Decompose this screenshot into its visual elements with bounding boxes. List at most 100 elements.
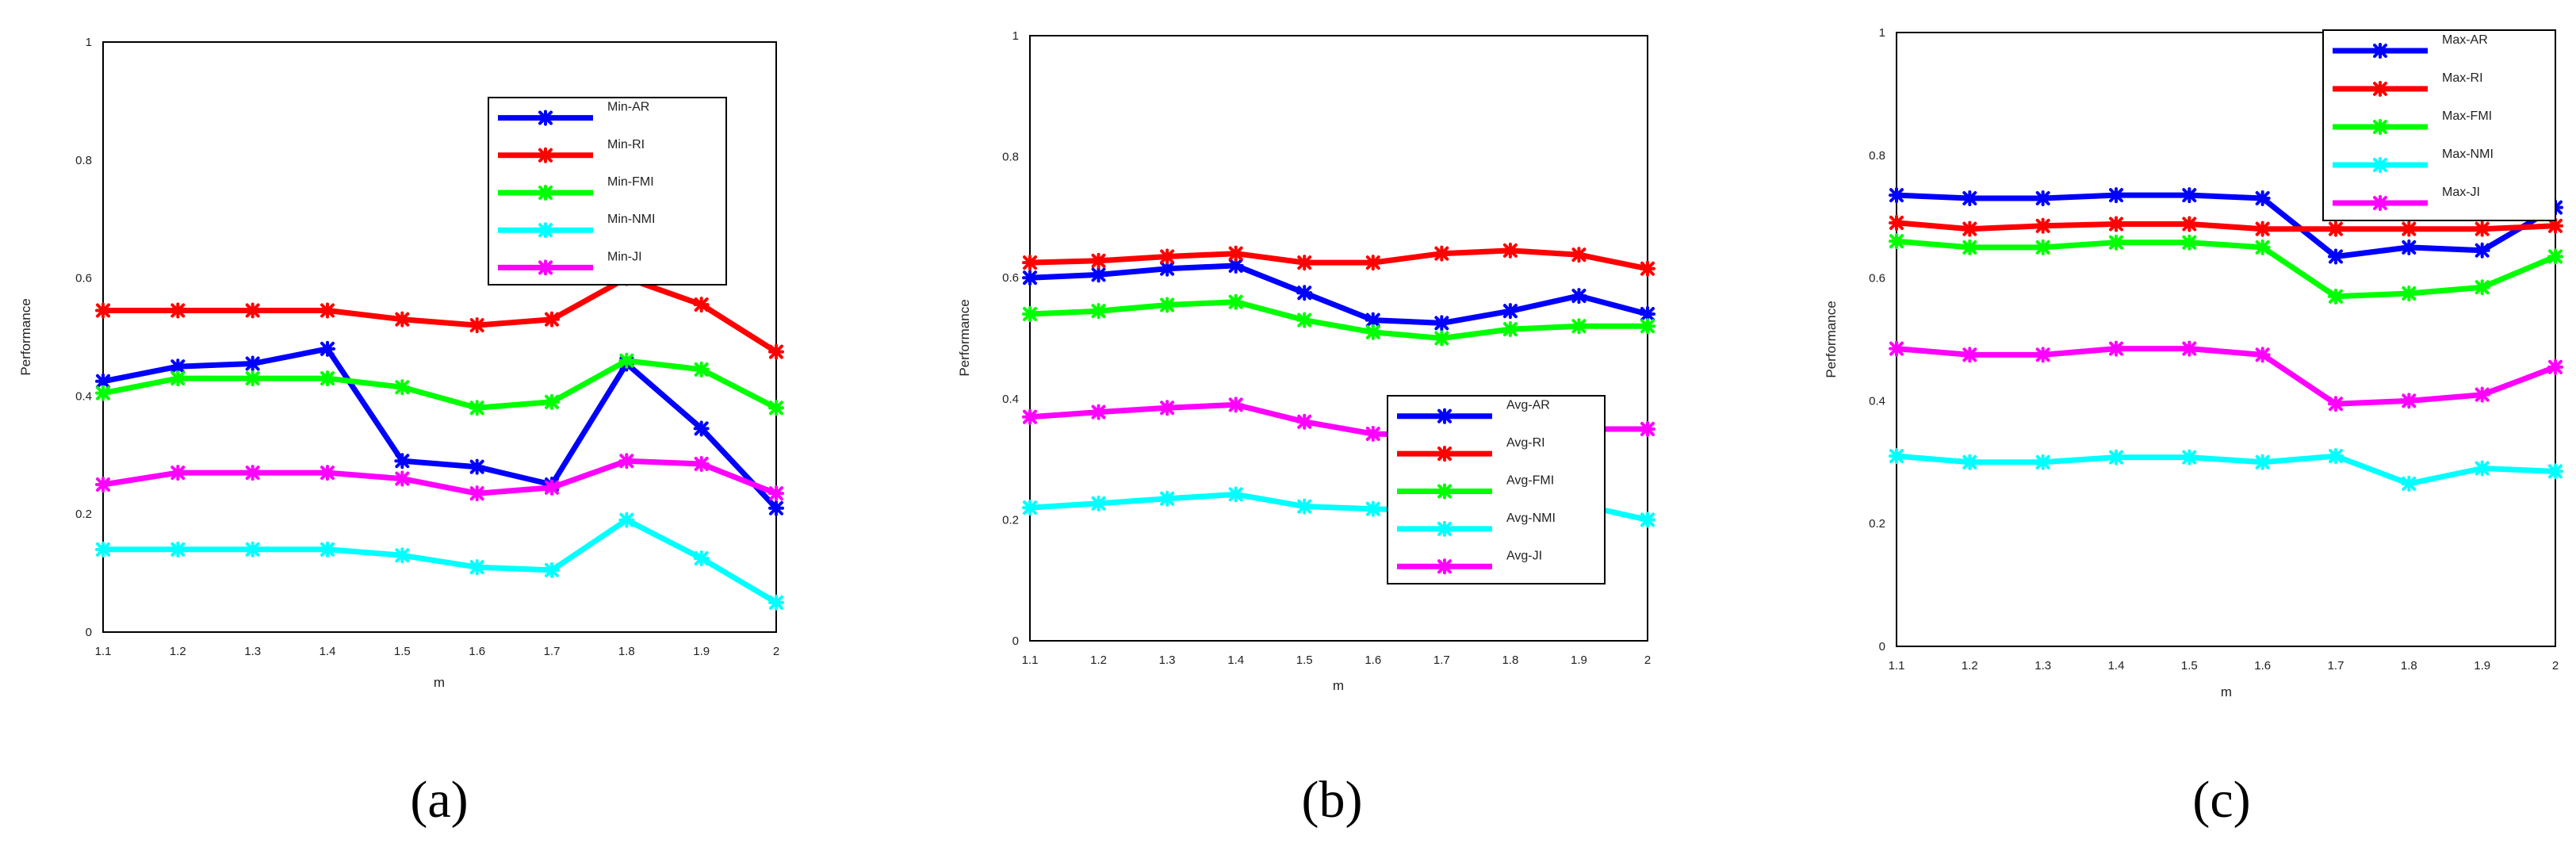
data-point-min-ri (544, 311, 560, 328)
data-point-avg-fmi (1227, 293, 1244, 310)
legend-entry-max-nmi: Max-NMI (2333, 148, 2494, 173)
data-point-min-fmi (320, 370, 335, 387)
data-point-min-ri (244, 302, 261, 319)
data-point-avg-ri (1022, 255, 1038, 271)
data-point-avg-fmi (1433, 330, 1450, 347)
y-tick-label: 0.6 (1869, 272, 1885, 286)
series-avg-ri (1022, 242, 1655, 277)
legend-marker (538, 109, 553, 126)
x-tick-labels-a: 1.1 1.2 1.3 1.4 1.5 1.6 1.7 1.8 1.9 2 (95, 645, 780, 658)
legend-b: Avg-AR Avg-RI Avg-FMI Avg-NMI Avg-JI (1387, 395, 1606, 584)
data-point-max-nmi (2401, 475, 2417, 492)
data-point-avg-ar (1022, 270, 1038, 286)
data-point-avg-ar (1296, 285, 1313, 301)
x-tick-label: 1.7 (2328, 659, 2344, 673)
chart-panel-a: 00.20.40.60.81 1.1 1.2 1.3 1.4 1.5 1.6 1.7 1.8 1… (18, 36, 784, 829)
legend-label: Max-FMI (2442, 109, 2492, 123)
series-line-max-nmi (1893, 453, 2559, 487)
y-tick-label: 1 (1879, 26, 1885, 40)
series-line-min-nmi (100, 517, 779, 606)
legend-entry-min-fmi: Min-FMI (498, 175, 654, 201)
data-point-avg-nmi (1227, 486, 1244, 503)
y-tick-label: 0.4 (1869, 394, 1885, 408)
data-point-max-ri (2181, 216, 2198, 232)
data-point-max-nmi (2034, 454, 2051, 470)
y-tick-label: 0 (86, 626, 92, 639)
x-tick-label: 1.6 (469, 645, 485, 658)
legend-marker (2372, 81, 2388, 97)
data-point-max-ar (2108, 187, 2124, 204)
xlabel-b: m (1333, 678, 1344, 693)
series-max-ji (1889, 340, 2563, 412)
legend-entry-avg-ar: Avg-AR (1397, 399, 1550, 424)
legend-entries-b: Avg-AR Avg-RI Avg-FMI Avg-NMI Avg-JI (1397, 399, 1556, 575)
series-min-ji (95, 453, 784, 502)
data-point-min-ri (394, 311, 411, 328)
data-point-avg-nmi (1159, 490, 1176, 507)
data-point-avg-ji (1227, 397, 1244, 413)
y-tick-label: 0.2 (1002, 513, 1019, 527)
data-point-avg-fmi (1022, 305, 1038, 322)
legend-entries-c: Max-AR Max-RI Max-FMI Max-NMI Max-JI (2333, 33, 2494, 211)
data-point-max-ji (2034, 347, 2051, 363)
x-tick-label: 1.6 (2254, 659, 2271, 673)
data-point-max-ar (2328, 248, 2344, 265)
y-tick-label: 0.4 (75, 389, 92, 403)
data-point-max-ar (1962, 190, 1978, 206)
data-point-min-ji (244, 465, 261, 481)
data-point-avg-ri (1640, 260, 1655, 277)
y-tick-label: 0.2 (75, 508, 92, 521)
legend-entry-max-ri: Max-RI (2333, 71, 2483, 97)
legend-label: Avg-RI (1506, 436, 1545, 450)
x-tick-label: 1.8 (618, 645, 635, 658)
data-point-min-nmi (618, 512, 635, 528)
legend-entry-max-ar: Max-AR (2333, 33, 2488, 59)
data-point-max-fmi (2547, 248, 2563, 265)
xlabel-c: m (2221, 684, 2232, 699)
x-tick-label: 1.3 (1159, 653, 1176, 667)
data-point-min-fmi (618, 352, 635, 369)
series-line-max-ri (1893, 220, 2559, 232)
data-point-min-fmi (544, 393, 560, 410)
legend-marker (1437, 558, 1453, 575)
data-point-avg-nmi (1022, 500, 1038, 516)
legend-label: Max-JI (2442, 186, 2480, 199)
x-tick-label: 1.3 (2034, 659, 2051, 673)
x-tick-labels-b: 1.1 1.2 1.3 1.4 1.5 1.6 1.7 1.8 1.9 2 (1022, 653, 1652, 667)
data-point-min-ji (320, 465, 335, 481)
data-point-min-nmi (394, 547, 411, 564)
data-point-max-ri (2254, 220, 2271, 237)
ylabel-c: Performance (1824, 301, 1839, 378)
data-point-max-ar (2401, 239, 2417, 255)
legend-entry-min-ar: Min-AR (498, 101, 649, 126)
y-tick-label: 0.8 (75, 154, 92, 167)
data-point-avg-ri (1296, 255, 1313, 271)
legend-marker (2372, 157, 2388, 173)
series-line-max-ar (1893, 192, 2559, 259)
data-point-min-ji (95, 477, 111, 492)
data-point-max-fmi (2474, 279, 2490, 296)
data-point-min-ji (544, 479, 560, 496)
data-point-avg-nmi (1296, 498, 1313, 515)
data-point-max-nmi (2547, 463, 2563, 480)
data-point-min-ri (768, 343, 784, 360)
data-point-max-ar (2181, 187, 2198, 204)
data-point-min-ri (693, 297, 710, 313)
y-tick-label: 1 (1012, 29, 1019, 43)
legend-entry-min-ji: Min-JI (498, 250, 642, 276)
data-point-avg-fmi (1296, 312, 1313, 328)
legend-marker (1437, 446, 1453, 462)
data-point-max-ri (2547, 217, 2563, 234)
series-line-avg-ri (1027, 247, 1651, 272)
x-tick-label: 1.1 (95, 645, 112, 658)
data-point-max-fmi (2181, 234, 2198, 251)
x-tick-label: 1.2 (1962, 659, 1978, 673)
legend-marker (1437, 483, 1453, 500)
legend-entries-a: Min-AR Min-RI Min-FMI Min-NMI Min-JI (498, 101, 655, 276)
legend-marker (1437, 408, 1453, 424)
data-point-min-nmi (768, 594, 784, 611)
series-line-avg-ar (1027, 263, 1651, 326)
data-point-min-ri (320, 302, 335, 319)
data-point-avg-fmi (1090, 303, 1107, 320)
data-point-max-fmi (2254, 239, 2271, 255)
